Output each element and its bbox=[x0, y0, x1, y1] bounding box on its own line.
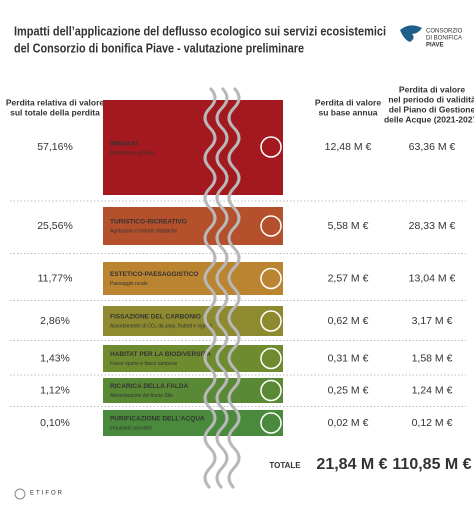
period-value: 1,24 M € bbox=[412, 384, 453, 396]
service-icon bbox=[260, 310, 282, 332]
share-value: 1,12% bbox=[40, 384, 70, 396]
river-lines bbox=[203, 86, 241, 490]
share-value: 1,43% bbox=[40, 352, 70, 364]
column-header: sul totale della perdita bbox=[10, 107, 100, 117]
logo-text: PIAVE bbox=[426, 43, 444, 49]
annual-value: 2,57 M € bbox=[328, 272, 369, 284]
service-box bbox=[103, 378, 283, 403]
period-value: 28,33 M € bbox=[409, 220, 456, 232]
logo-mark bbox=[400, 25, 422, 42]
period-value: 63,36 M € bbox=[409, 141, 456, 153]
total-annual: 21,84 M € bbox=[316, 456, 387, 473]
column-header: Perdita di valore bbox=[399, 84, 465, 94]
annual-value: 0,25 M € bbox=[328, 384, 369, 396]
period-value: 0,12 M € bbox=[412, 417, 453, 429]
service-icon bbox=[260, 136, 282, 158]
service-icon bbox=[260, 267, 282, 290]
service-detail: Alimentazione del fiume Sile bbox=[110, 393, 173, 399]
title-line: del Consorzio di bonifica Piave - valuta… bbox=[14, 40, 304, 55]
logo-text: DI BONIFICA bbox=[426, 36, 462, 42]
service-name: RICARICA DELLA FALDA bbox=[110, 383, 189, 390]
service-detail: Produzione agricola bbox=[110, 150, 154, 156]
service-detail: Paesaggio rurale bbox=[110, 281, 148, 287]
service-name: FISSAZIONE DEL CARBONIO bbox=[110, 314, 201, 321]
service-detail: Fasce riparie e fasce tampone bbox=[110, 361, 177, 367]
total-label: TOTALE bbox=[269, 461, 301, 470]
service-icon bbox=[260, 412, 282, 434]
period-value: 3,17 M € bbox=[412, 315, 453, 327]
logo-text: CONSORZIO bbox=[426, 29, 463, 35]
service-box bbox=[103, 207, 283, 245]
total-period: 110,85 M € bbox=[392, 456, 471, 473]
title-line: Impatti dell’applicazione del deflusso e… bbox=[14, 23, 386, 38]
service-icon bbox=[260, 347, 282, 370]
service-box bbox=[103, 262, 283, 295]
column-header: Perdita di valore bbox=[315, 97, 381, 107]
column-header: delle Acque (2021-2027) bbox=[384, 114, 474, 124]
share-value: 11,77% bbox=[38, 272, 73, 284]
period-value: 1,58 M € bbox=[412, 352, 453, 364]
service-detail: Inquinanti assorbiti bbox=[110, 425, 152, 431]
service-box bbox=[103, 410, 283, 436]
river-line bbox=[227, 86, 241, 490]
column-header: Perdita relativa di valore bbox=[6, 97, 105, 107]
river-line bbox=[203, 86, 217, 490]
service-name: ESTETICO-PAESAGGISTICO bbox=[110, 271, 198, 278]
service-name: PURIFICAZIONE DELL’ACQUA bbox=[110, 416, 205, 423]
service-icon bbox=[260, 215, 282, 237]
service-name: HABITAT PER LA BIODIVERSITÀ bbox=[110, 349, 211, 358]
footer-brand: ETIFOR bbox=[30, 491, 64, 497]
column-header: nel periodo di validità bbox=[388, 94, 474, 104]
service-detail: Assorbimento di CO₂ da siepi, frutteti e… bbox=[110, 323, 212, 329]
share-value: 0,10% bbox=[40, 417, 70, 429]
service-detail: Agriturismi e fattorie didattiche bbox=[110, 228, 177, 234]
column-header: su base annua bbox=[318, 107, 377, 117]
period-value: 13,04 M € bbox=[409, 272, 456, 284]
service-icon bbox=[260, 379, 282, 402]
service-name: IRRIGUO bbox=[110, 141, 138, 148]
annual-value: 5,58 M € bbox=[328, 220, 369, 232]
annual-value: 0,02 M € bbox=[328, 417, 369, 429]
share-value: 25,56% bbox=[37, 220, 73, 232]
annual-value: 12,48 M € bbox=[325, 141, 372, 153]
service-box bbox=[103, 100, 283, 195]
annual-value: 0,31 M € bbox=[328, 352, 369, 364]
service-box bbox=[103, 345, 283, 372]
service-box bbox=[103, 306, 283, 336]
river-line bbox=[215, 86, 229, 490]
annual-value: 0,62 M € bbox=[328, 315, 369, 327]
share-value: 57,16% bbox=[37, 141, 73, 153]
share-value: 2,86% bbox=[40, 315, 70, 327]
service-name: TURISTICO-RICREATIVO bbox=[110, 219, 187, 226]
footer-logo bbox=[14, 488, 26, 500]
column-header: del Piano di Gestione bbox=[389, 104, 474, 114]
